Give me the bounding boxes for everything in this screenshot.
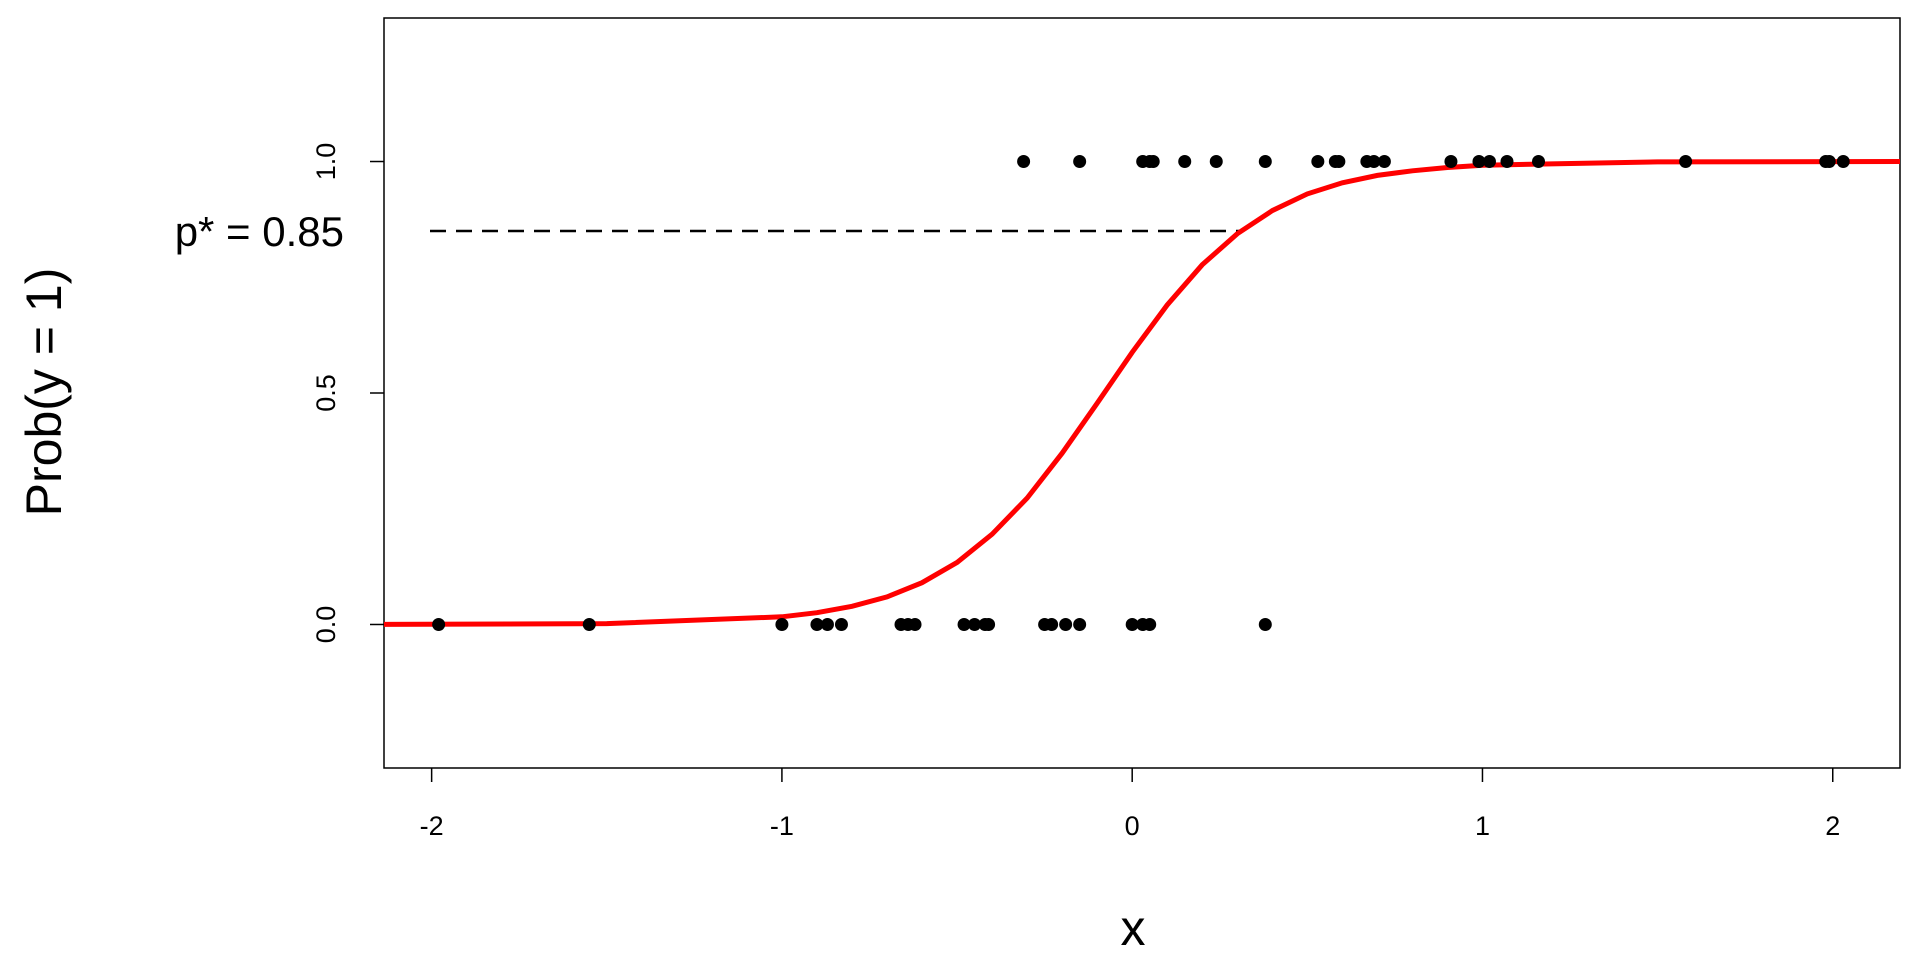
data-point [957,617,971,631]
data-point [1059,617,1073,631]
data-point [834,617,848,631]
data-point [1073,155,1087,169]
data-point [1500,155,1514,169]
data-point [432,617,446,631]
y-axis-label: Prob(y = 1) [16,268,72,517]
data-point [1679,155,1693,169]
data-point [1532,155,1546,169]
plot-frame [383,17,1901,769]
x-tick-label: 0 [1125,811,1140,841]
data-point [1482,155,1496,169]
data-point [1377,155,1391,169]
data-point [1332,155,1346,169]
data-point [1311,155,1325,169]
x-tick-label: -1 [770,811,794,841]
data-point [1143,617,1157,631]
data-point [1822,155,1836,169]
threshold-label: p* = 0.85 [175,208,344,255]
data-point [775,617,789,631]
data-point [1045,617,1059,631]
x-tick-label: -2 [420,811,444,841]
data-point [982,617,996,631]
data-point [810,617,824,631]
data-point [1146,155,1160,169]
data-point [968,617,982,631]
data-point [1125,617,1139,631]
x-tick-label: 2 [1825,811,1840,841]
data-point [820,617,834,631]
data-point [1209,155,1223,169]
data-point [1073,617,1087,631]
data-point [582,617,596,631]
data-point [1367,155,1381,169]
data-point [1258,155,1272,169]
data-point [1178,155,1192,169]
x-axis-label: x [1121,900,1146,956]
data-point [1444,155,1458,169]
data-point [908,617,922,631]
data-point [1836,155,1850,169]
data-point [1017,155,1031,169]
data-point [1472,155,1486,169]
fit-curve [383,159,1901,627]
y-tick-label: 0.0 [311,606,341,644]
y-tick-label: 1.0 [311,143,341,181]
y-tick-label: 0.5 [311,374,341,412]
data-point [1258,617,1272,631]
x-tick-label: 1 [1475,811,1490,841]
